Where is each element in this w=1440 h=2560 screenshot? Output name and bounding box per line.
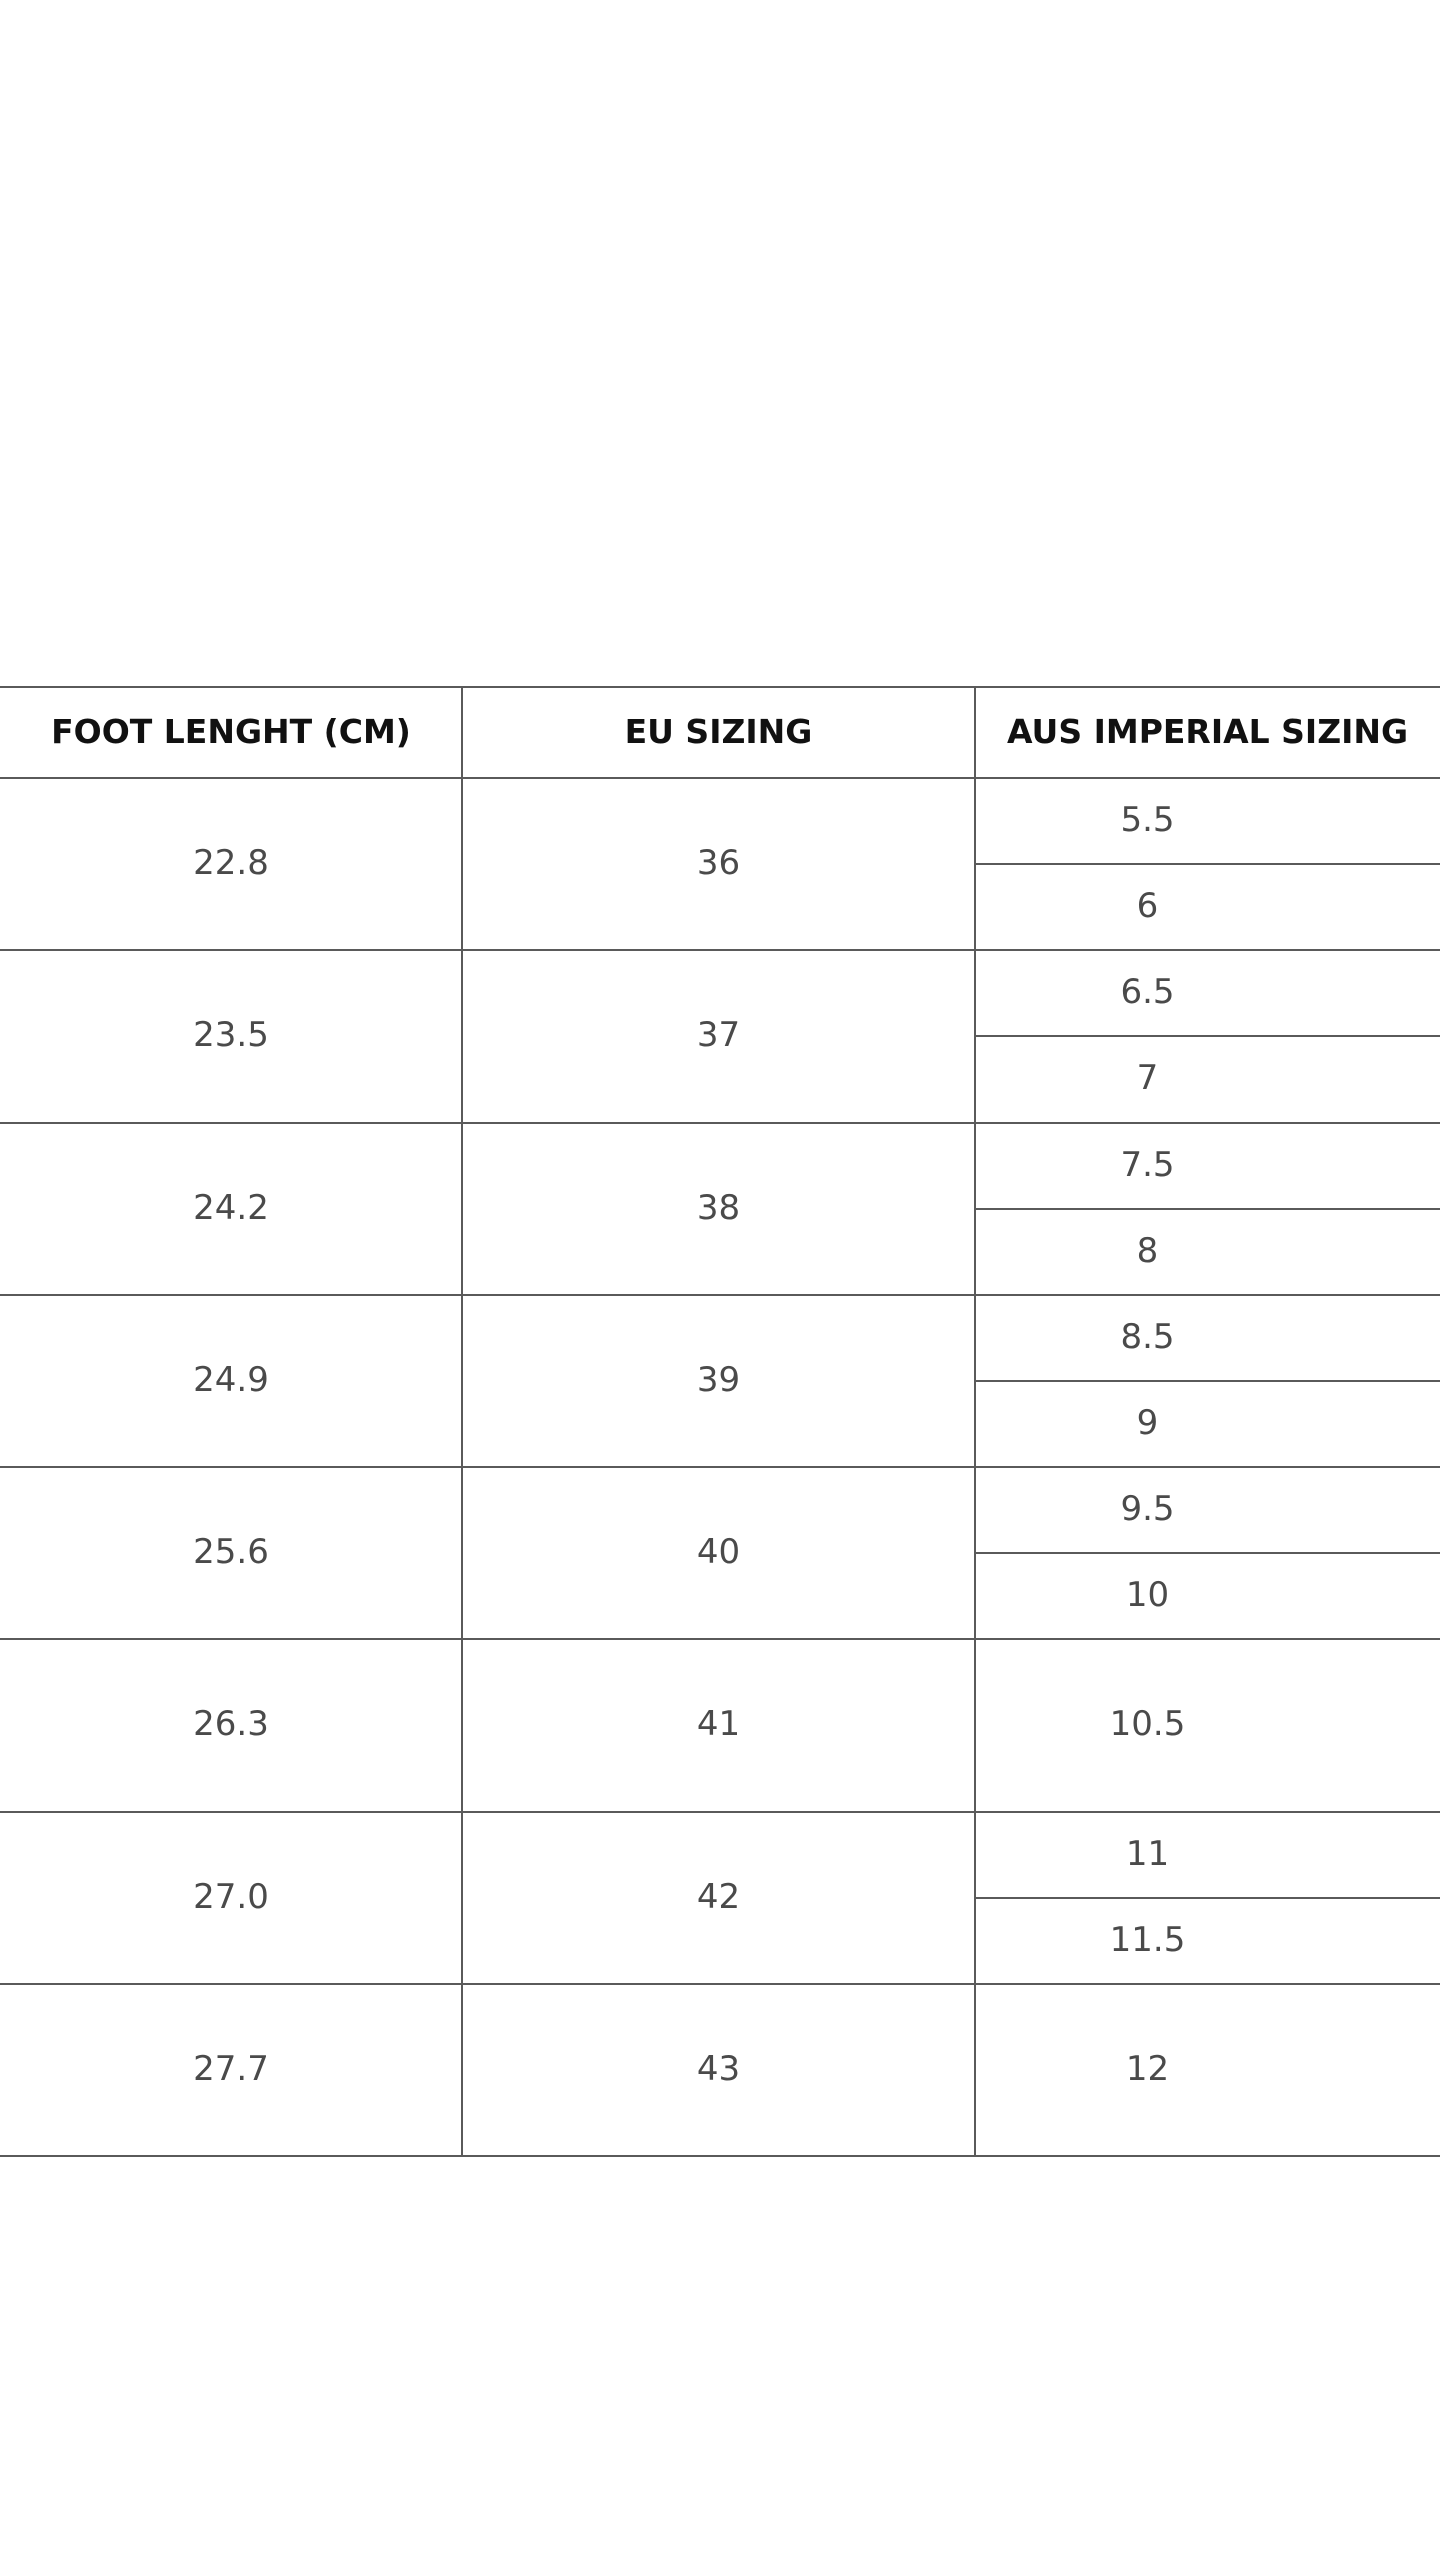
aus-size: 10 — [1125, 1575, 1170, 1616]
sub-divider — [975, 1035, 1440, 1038]
foot-length: 24.9 — [193, 1359, 269, 1400]
aus-size: 5.5 — [1120, 800, 1175, 841]
sub-divider — [975, 1552, 1440, 1555]
aus-size: 9 — [1136, 1402, 1159, 1443]
aus-size: 10.5 — [1109, 1704, 1186, 1745]
eu-size: 38 — [696, 1187, 741, 1228]
sub-divider — [975, 1207, 1440, 1210]
column-header: FOOT LENGHT (CM) — [51, 712, 411, 751]
row-divider — [0, 949, 1440, 952]
eu-size: 41 — [696, 1704, 741, 1745]
aus-size: 11 — [1125, 1833, 1170, 1874]
eu-size: 43 — [696, 2048, 741, 2089]
row-divider — [0, 2155, 1440, 2157]
column-divider — [461, 686, 463, 2155]
column-header: EU SIZING — [624, 712, 813, 751]
sub-divider — [975, 863, 1440, 866]
sub-divider — [975, 1896, 1440, 1899]
aus-size: 8 — [1136, 1230, 1159, 1271]
eu-size: 36 — [696, 843, 741, 884]
row-divider — [0, 1121, 1440, 1124]
row-divider — [0, 1982, 1440, 1985]
aus-size: 6 — [1136, 886, 1159, 927]
column-divider — [974, 686, 976, 2155]
table-border — [0, 686, 1440, 688]
aus-size: 11.5 — [1109, 1919, 1186, 1960]
aus-size: 7.5 — [1120, 1144, 1175, 1185]
eu-size: 42 — [696, 1876, 741, 1917]
aus-size: 7 — [1136, 1058, 1159, 1099]
foot-length: 27.0 — [193, 1876, 269, 1917]
row-divider — [0, 1466, 1440, 1468]
row-divider — [0, 1293, 1440, 1296]
column-header: AUS IMPERIAL SIZING — [1007, 712, 1409, 751]
foot-length: 23.5 — [193, 1015, 269, 1056]
aus-size: 8.5 — [1120, 1316, 1175, 1357]
aus-size: 9.5 — [1120, 1489, 1175, 1530]
row-divider — [0, 1638, 1440, 1641]
aus-size: 12 — [1125, 2048, 1170, 2089]
sub-divider — [975, 1379, 1440, 1382]
row-divider — [0, 1810, 1440, 1813]
foot-length: 26.3 — [193, 1704, 269, 1745]
foot-length: 27.7 — [193, 2048, 269, 2089]
foot-length: 25.6 — [193, 1532, 269, 1573]
eu-size: 37 — [696, 1015, 741, 1056]
foot-length: 22.8 — [193, 843, 269, 884]
aus-size: 6.5 — [1120, 972, 1175, 1013]
eu-size: 39 — [696, 1359, 741, 1400]
eu-size: 40 — [696, 1532, 741, 1573]
foot-length: 24.2 — [193, 1187, 269, 1228]
row-divider — [0, 777, 1440, 779]
